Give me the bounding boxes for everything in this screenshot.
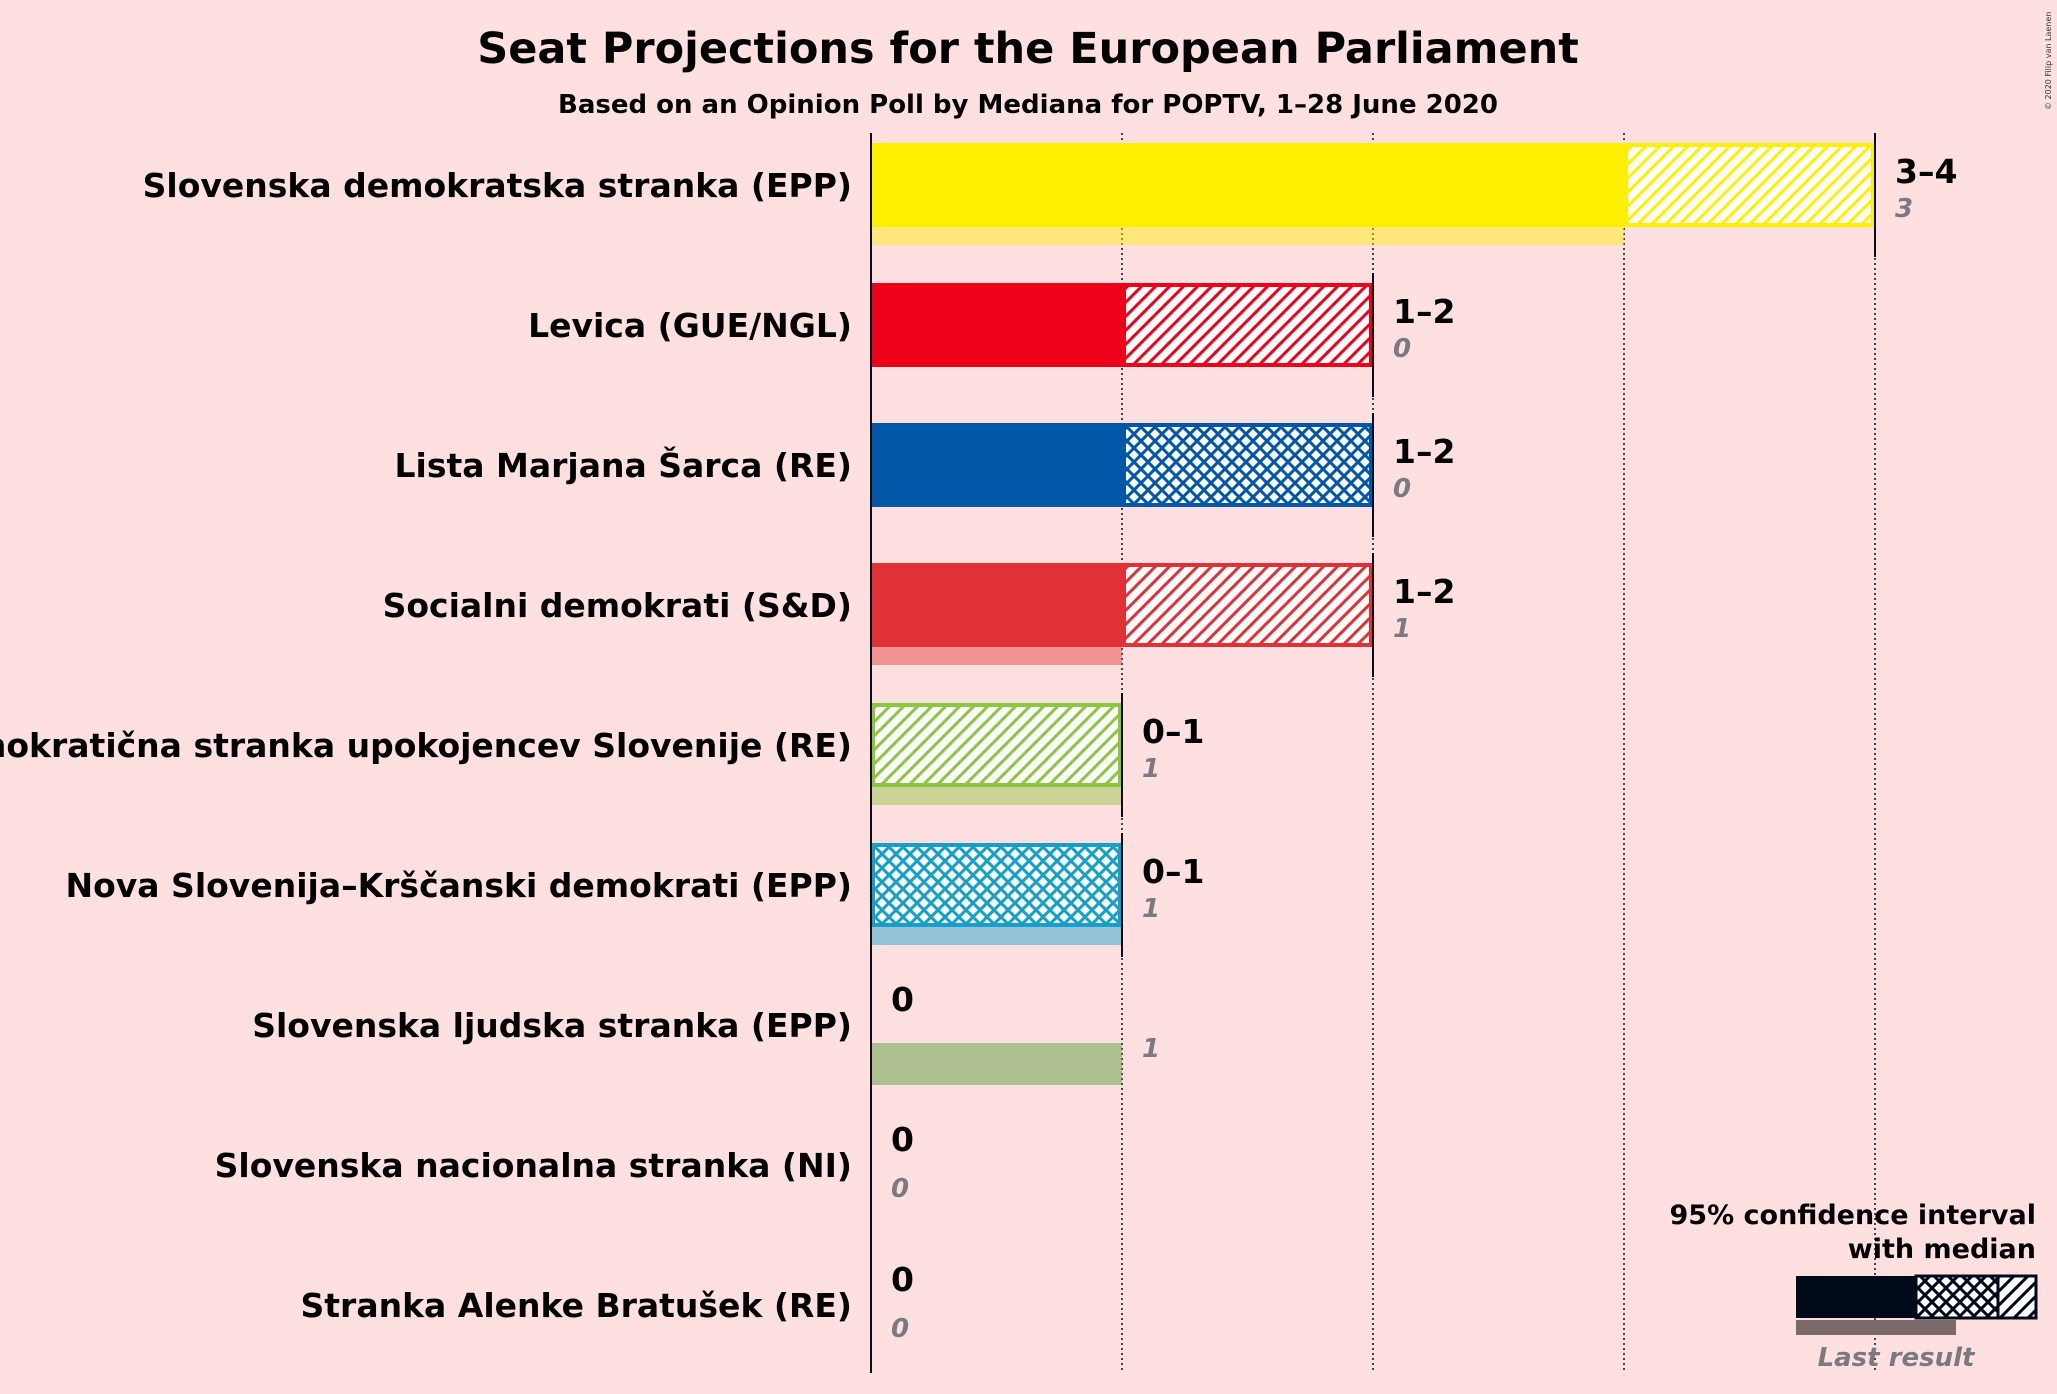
- party-row: Slovenska nacionalna stranka (NI) 0 0: [215, 1120, 914, 1204]
- range-label: 0–1: [1142, 712, 1204, 751]
- confidence-interval-bar: [1624, 143, 1875, 227]
- last-result-label: 0: [891, 1314, 909, 1344]
- last-result-label: 1: [1142, 894, 1160, 924]
- legend-ci-line1: 95% confidence interval: [1670, 1200, 2036, 1231]
- party-label: Levica (GUE/NGL): [528, 306, 852, 345]
- party-label: Stranka Alenke Bratušek (RE): [301, 1286, 852, 1325]
- party-row: Demokratična stranka upokojencev Sloveni…: [0, 693, 1204, 817]
- range-label: 1–2: [1393, 432, 1455, 471]
- last-result-label: 1: [1142, 754, 1160, 784]
- party-label: Slovenska nacionalna stranka (NI): [215, 1146, 852, 1185]
- party-row: Levica (GUE/NGL) 1–20: [528, 273, 1455, 397]
- range-label: 0: [891, 1260, 914, 1299]
- median-bar: [871, 563, 1122, 647]
- range-label: 1–2: [1393, 292, 1455, 331]
- median-bar: [871, 283, 1122, 367]
- party-row: Stranka Alenke Bratušek (RE) 0 0: [301, 1260, 914, 1344]
- median-bar: [871, 143, 1624, 227]
- party-label: Socialni demokrati (S&D): [383, 586, 852, 625]
- last-result-label: 0: [1393, 474, 1411, 504]
- legend-last-result-label: Last result: [1818, 1343, 1976, 1373]
- range-label: 3–4: [1895, 152, 1957, 191]
- range-label: 1–2: [1393, 572, 1455, 611]
- last-result-bar: [871, 1043, 1122, 1085]
- party-label: Nova Slovenija–Krščanski demokrati (EPP): [66, 866, 853, 905]
- party-label: Demokratična stranka upokojencev Sloveni…: [0, 726, 852, 765]
- confidence-interval-bar: [1122, 563, 1373, 647]
- bars: Slovenska demokratska stranka (EPP) 3–43 L…: [0, 133, 1957, 1344]
- range-label: 0: [891, 980, 914, 1019]
- last-result-label: 0: [891, 1174, 909, 1204]
- confidence-interval-bar: [1122, 423, 1373, 507]
- last-result-label: 0: [1393, 334, 1411, 364]
- legend-hatch-block: [1996, 1274, 2038, 1320]
- legend-median-block: [1796, 1276, 1916, 1318]
- range-label: 0: [891, 1120, 914, 1159]
- party-label: Lista Marjana Šarca (RE): [395, 445, 852, 485]
- party-row: Lista Marjana Šarca (RE) 1–20: [395, 413, 1455, 537]
- last-result-label: 3: [1895, 194, 1913, 224]
- legend-last-result-bar: [1796, 1320, 1956, 1335]
- legend-cross-block: [1914, 1274, 2000, 1320]
- last-result-label: 1: [1142, 1034, 1160, 1064]
- last-result-label: 1: [1393, 614, 1411, 644]
- party-label: Slovenska demokratska stranka (EPP): [143, 166, 852, 205]
- credit-text: © 2020 Filip van Laenen: [2044, 12, 2053, 110]
- chart-subtitle: Based on an Opinion Poll by Mediana for …: [558, 90, 1498, 120]
- confidence-interval-bar: [871, 703, 1122, 787]
- legend: 95% confidence interval with median Last…: [1670, 1200, 2038, 1373]
- median-bar: [871, 423, 1122, 507]
- party-row: Slovenska ljudska stranka (EPP) 0 1: [252, 980, 1160, 1085]
- party-label: Slovenska ljudska stranka (EPP): [252, 1006, 852, 1045]
- range-label: 0–1: [1142, 852, 1204, 891]
- party-row: Nova Slovenija–Krščanski demokrati (EPP)…: [66, 833, 1204, 957]
- party-row: Socialni demokrati (S&D) 1–21: [383, 553, 1455, 677]
- confidence-interval-bar: [1122, 283, 1373, 367]
- party-row: Slovenska demokratska stranka (EPP) 3–43: [143, 133, 1957, 257]
- confidence-interval-bar: [871, 843, 1122, 927]
- legend-ci-line2: with median: [1848, 1234, 2036, 1265]
- chart-title: Seat Projections for the European Parlia…: [477, 24, 1579, 74]
